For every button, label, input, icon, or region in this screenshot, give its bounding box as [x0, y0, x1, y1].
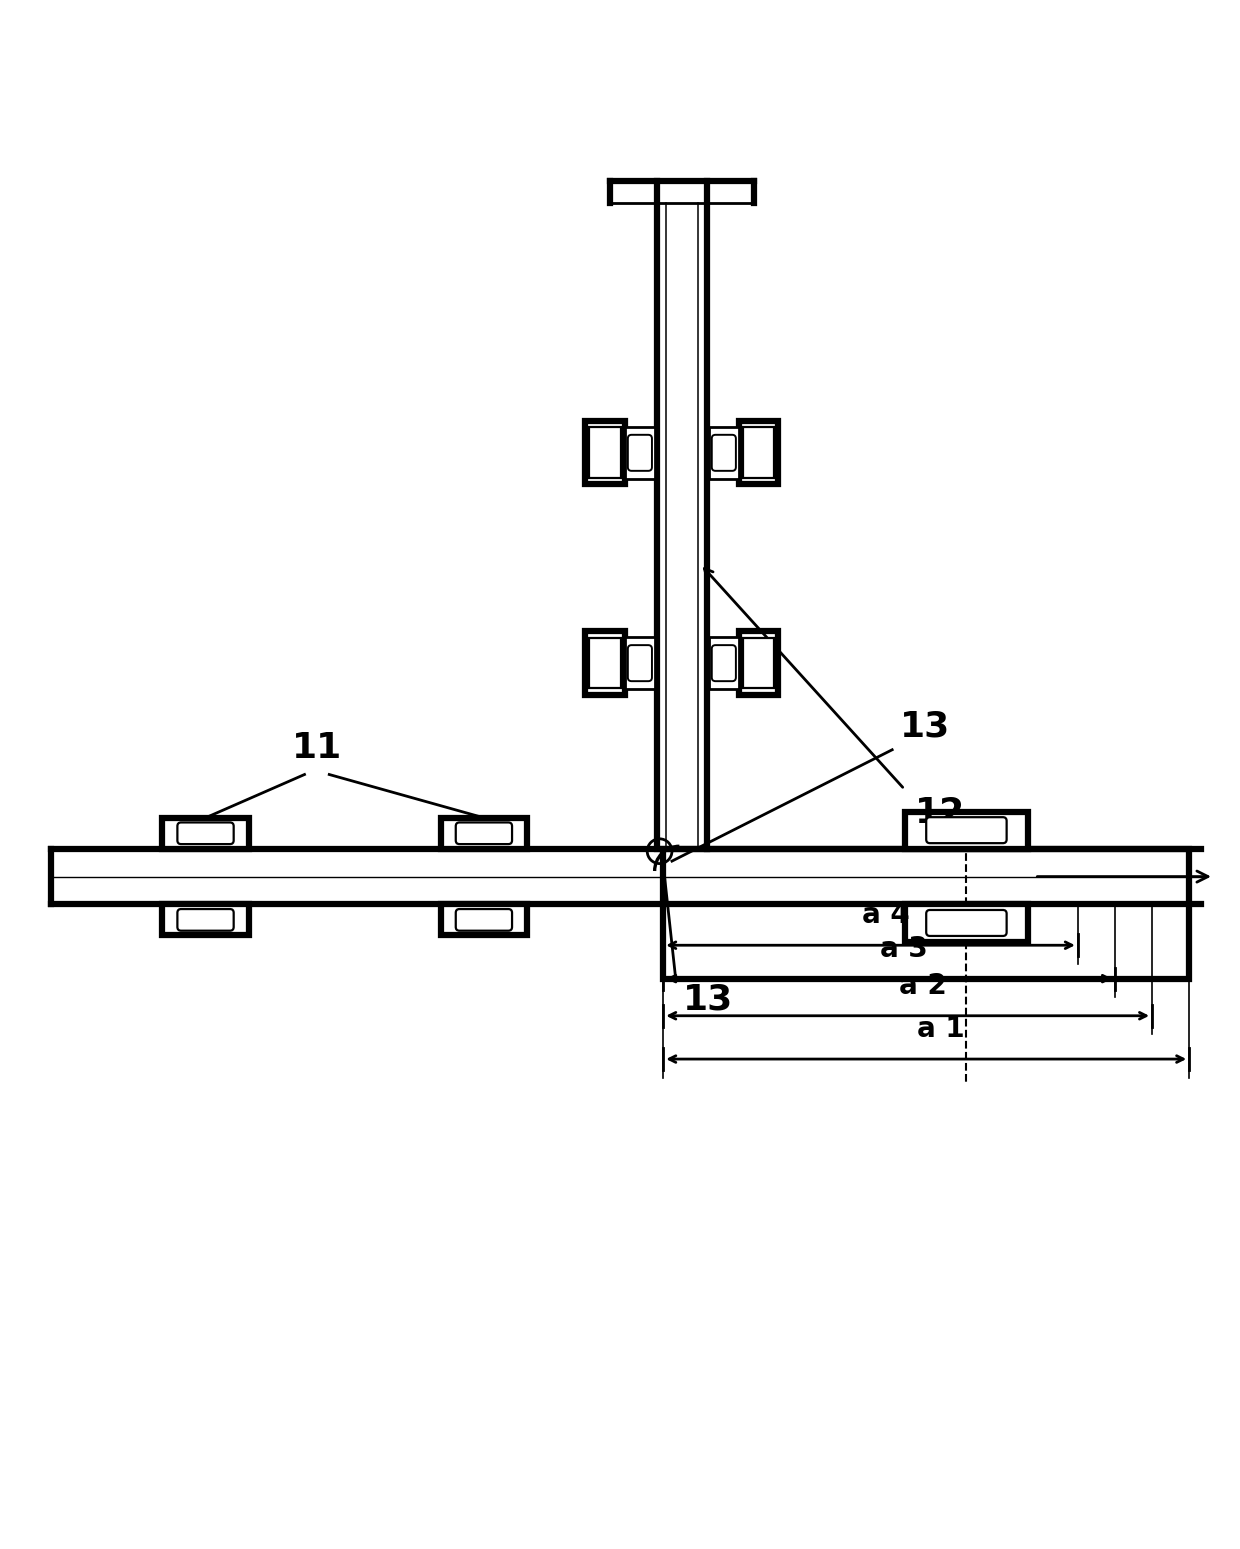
- Text: 13: 13: [899, 709, 950, 744]
- FancyBboxPatch shape: [926, 909, 1007, 936]
- Bar: [709, 638, 739, 689]
- Text: a 1: a 1: [918, 1015, 965, 1042]
- Bar: [589, 428, 621, 479]
- Bar: [904, 905, 1028, 942]
- Bar: [585, 421, 625, 485]
- FancyBboxPatch shape: [627, 435, 652, 471]
- FancyBboxPatch shape: [712, 435, 735, 471]
- Bar: [709, 428, 739, 479]
- Text: a 2: a 2: [899, 971, 946, 999]
- Text: a 3: a 3: [880, 934, 928, 962]
- FancyBboxPatch shape: [456, 909, 512, 931]
- FancyBboxPatch shape: [926, 818, 1007, 843]
- Bar: [625, 638, 655, 689]
- Bar: [162, 818, 249, 849]
- FancyBboxPatch shape: [627, 644, 652, 682]
- Bar: [743, 428, 775, 479]
- Text: a 4: a 4: [862, 902, 909, 929]
- FancyBboxPatch shape: [712, 644, 735, 682]
- FancyBboxPatch shape: [177, 909, 233, 931]
- Bar: [440, 905, 527, 936]
- Bar: [739, 632, 779, 696]
- Bar: [162, 905, 249, 936]
- FancyBboxPatch shape: [177, 823, 233, 844]
- Bar: [663, 849, 1189, 979]
- Bar: [904, 812, 1028, 849]
- Bar: [585, 632, 625, 696]
- Text: 11: 11: [291, 731, 342, 765]
- Bar: [589, 638, 621, 688]
- Text: 12: 12: [914, 796, 965, 830]
- FancyBboxPatch shape: [456, 823, 512, 844]
- Bar: [440, 818, 527, 849]
- Bar: [625, 428, 655, 479]
- Bar: [739, 421, 779, 485]
- Text: 13: 13: [683, 982, 733, 1016]
- Bar: [743, 638, 775, 688]
